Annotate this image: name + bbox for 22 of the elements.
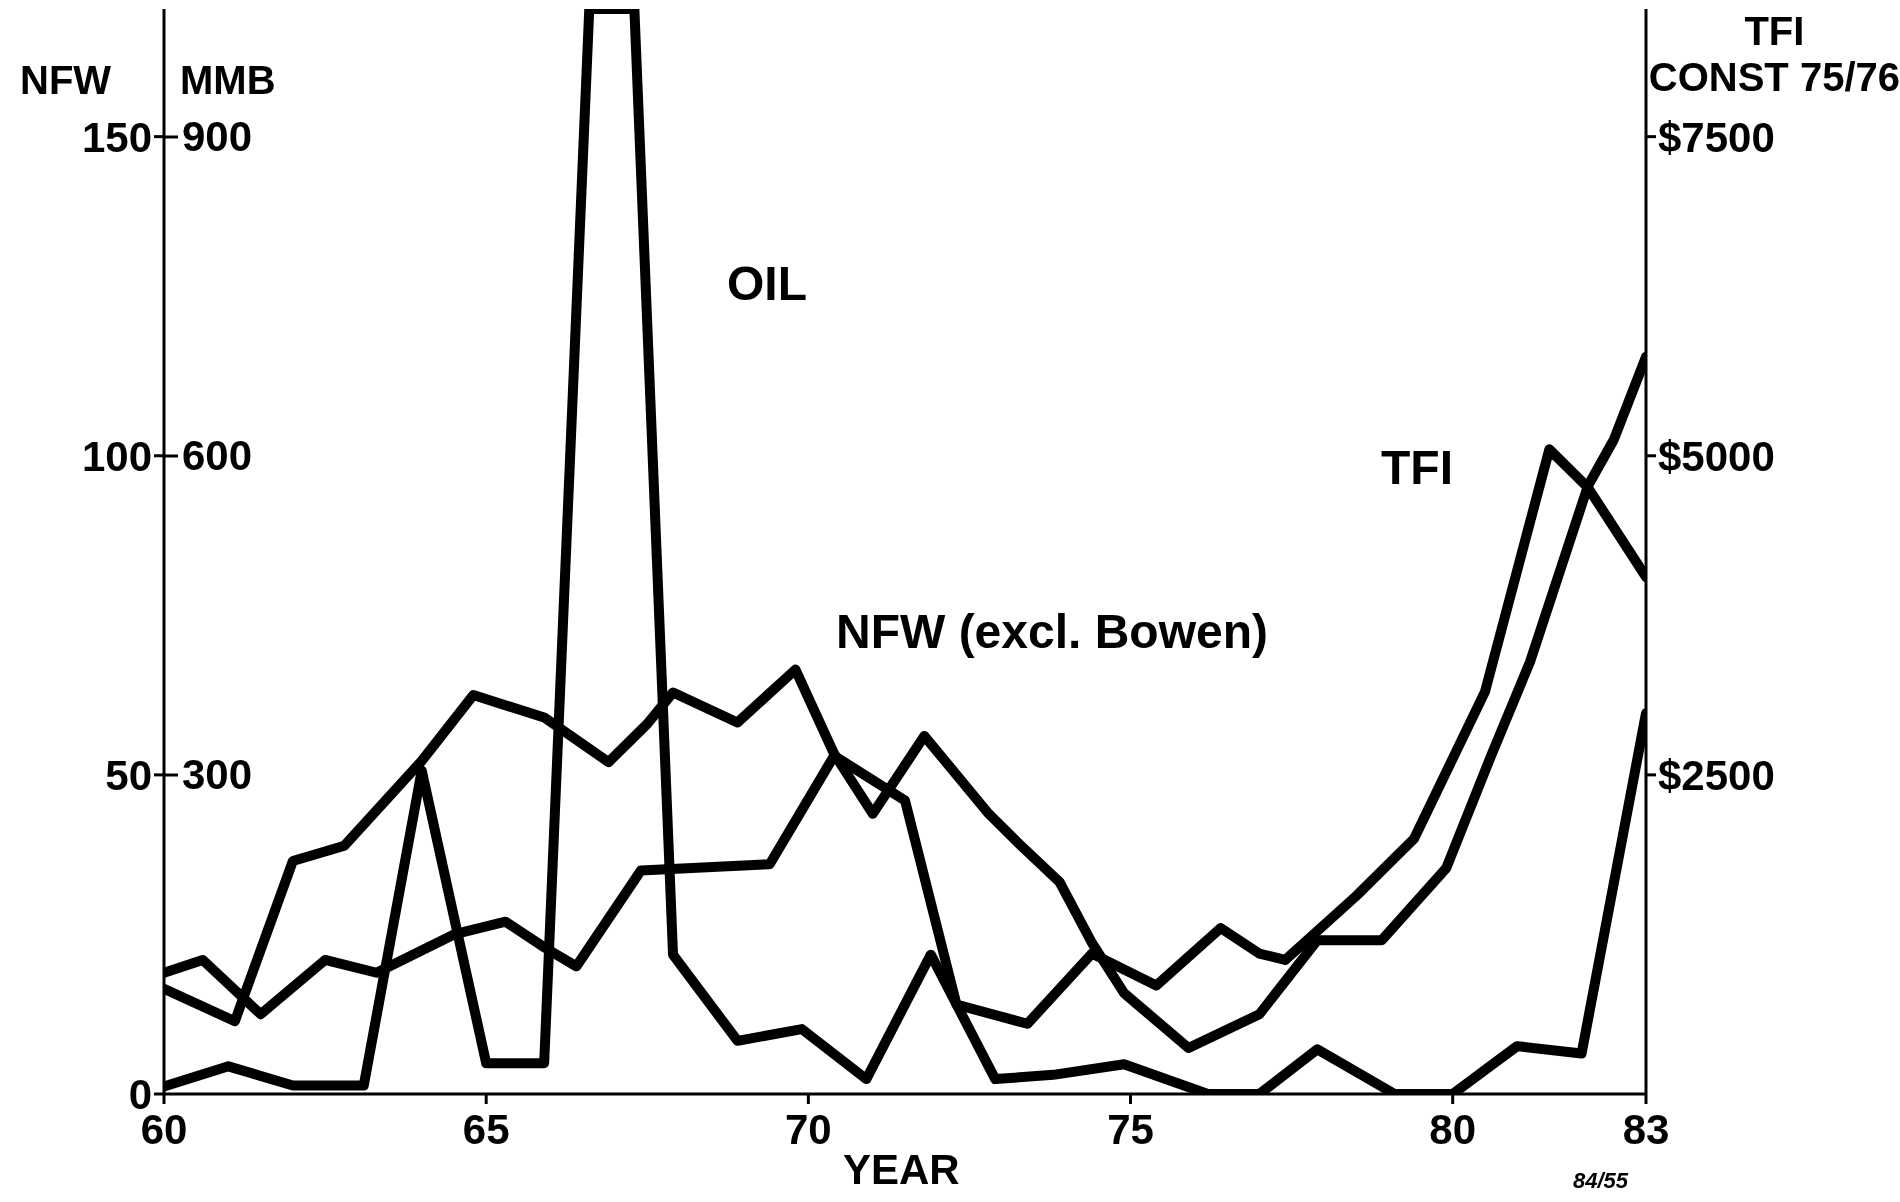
y-axis-title: NFW	[20, 58, 112, 103]
y2-tick-label: 900	[182, 112, 253, 161]
x-tick-label: 70	[784, 1105, 832, 1153]
y-tick-label: 150	[81, 113, 152, 161]
y2-axis-title: MMB	[180, 58, 276, 103]
series-label: OIL	[727, 256, 807, 311]
series-label: TFI	[1381, 440, 1453, 495]
x-axis-title: YEAR	[843, 1146, 960, 1194]
y3-tick-label: $2500	[1658, 751, 1775, 799]
x-tick-label: 83	[1622, 1105, 1670, 1153]
y2-tick-label: 600	[182, 431, 253, 480]
x-tick-label: 80	[1429, 1105, 1477, 1153]
series-label: NFW (excl. Bowen)	[836, 604, 1269, 659]
y2-tick-label: 300	[182, 750, 253, 799]
text: 84/55	[1573, 1168, 1629, 1194]
y-tick-label: 50	[105, 751, 152, 799]
x-tick-label: 75	[1107, 1105, 1154, 1153]
y-tick-label: 100	[81, 432, 152, 480]
y3-tick-label: $7500	[1658, 113, 1775, 161]
y3-axis-title: TFI CONST 75/76	[1648, 8, 1900, 100]
x-tick-label: 65	[462, 1105, 510, 1153]
y3-tick-label: $5000	[1658, 432, 1775, 480]
